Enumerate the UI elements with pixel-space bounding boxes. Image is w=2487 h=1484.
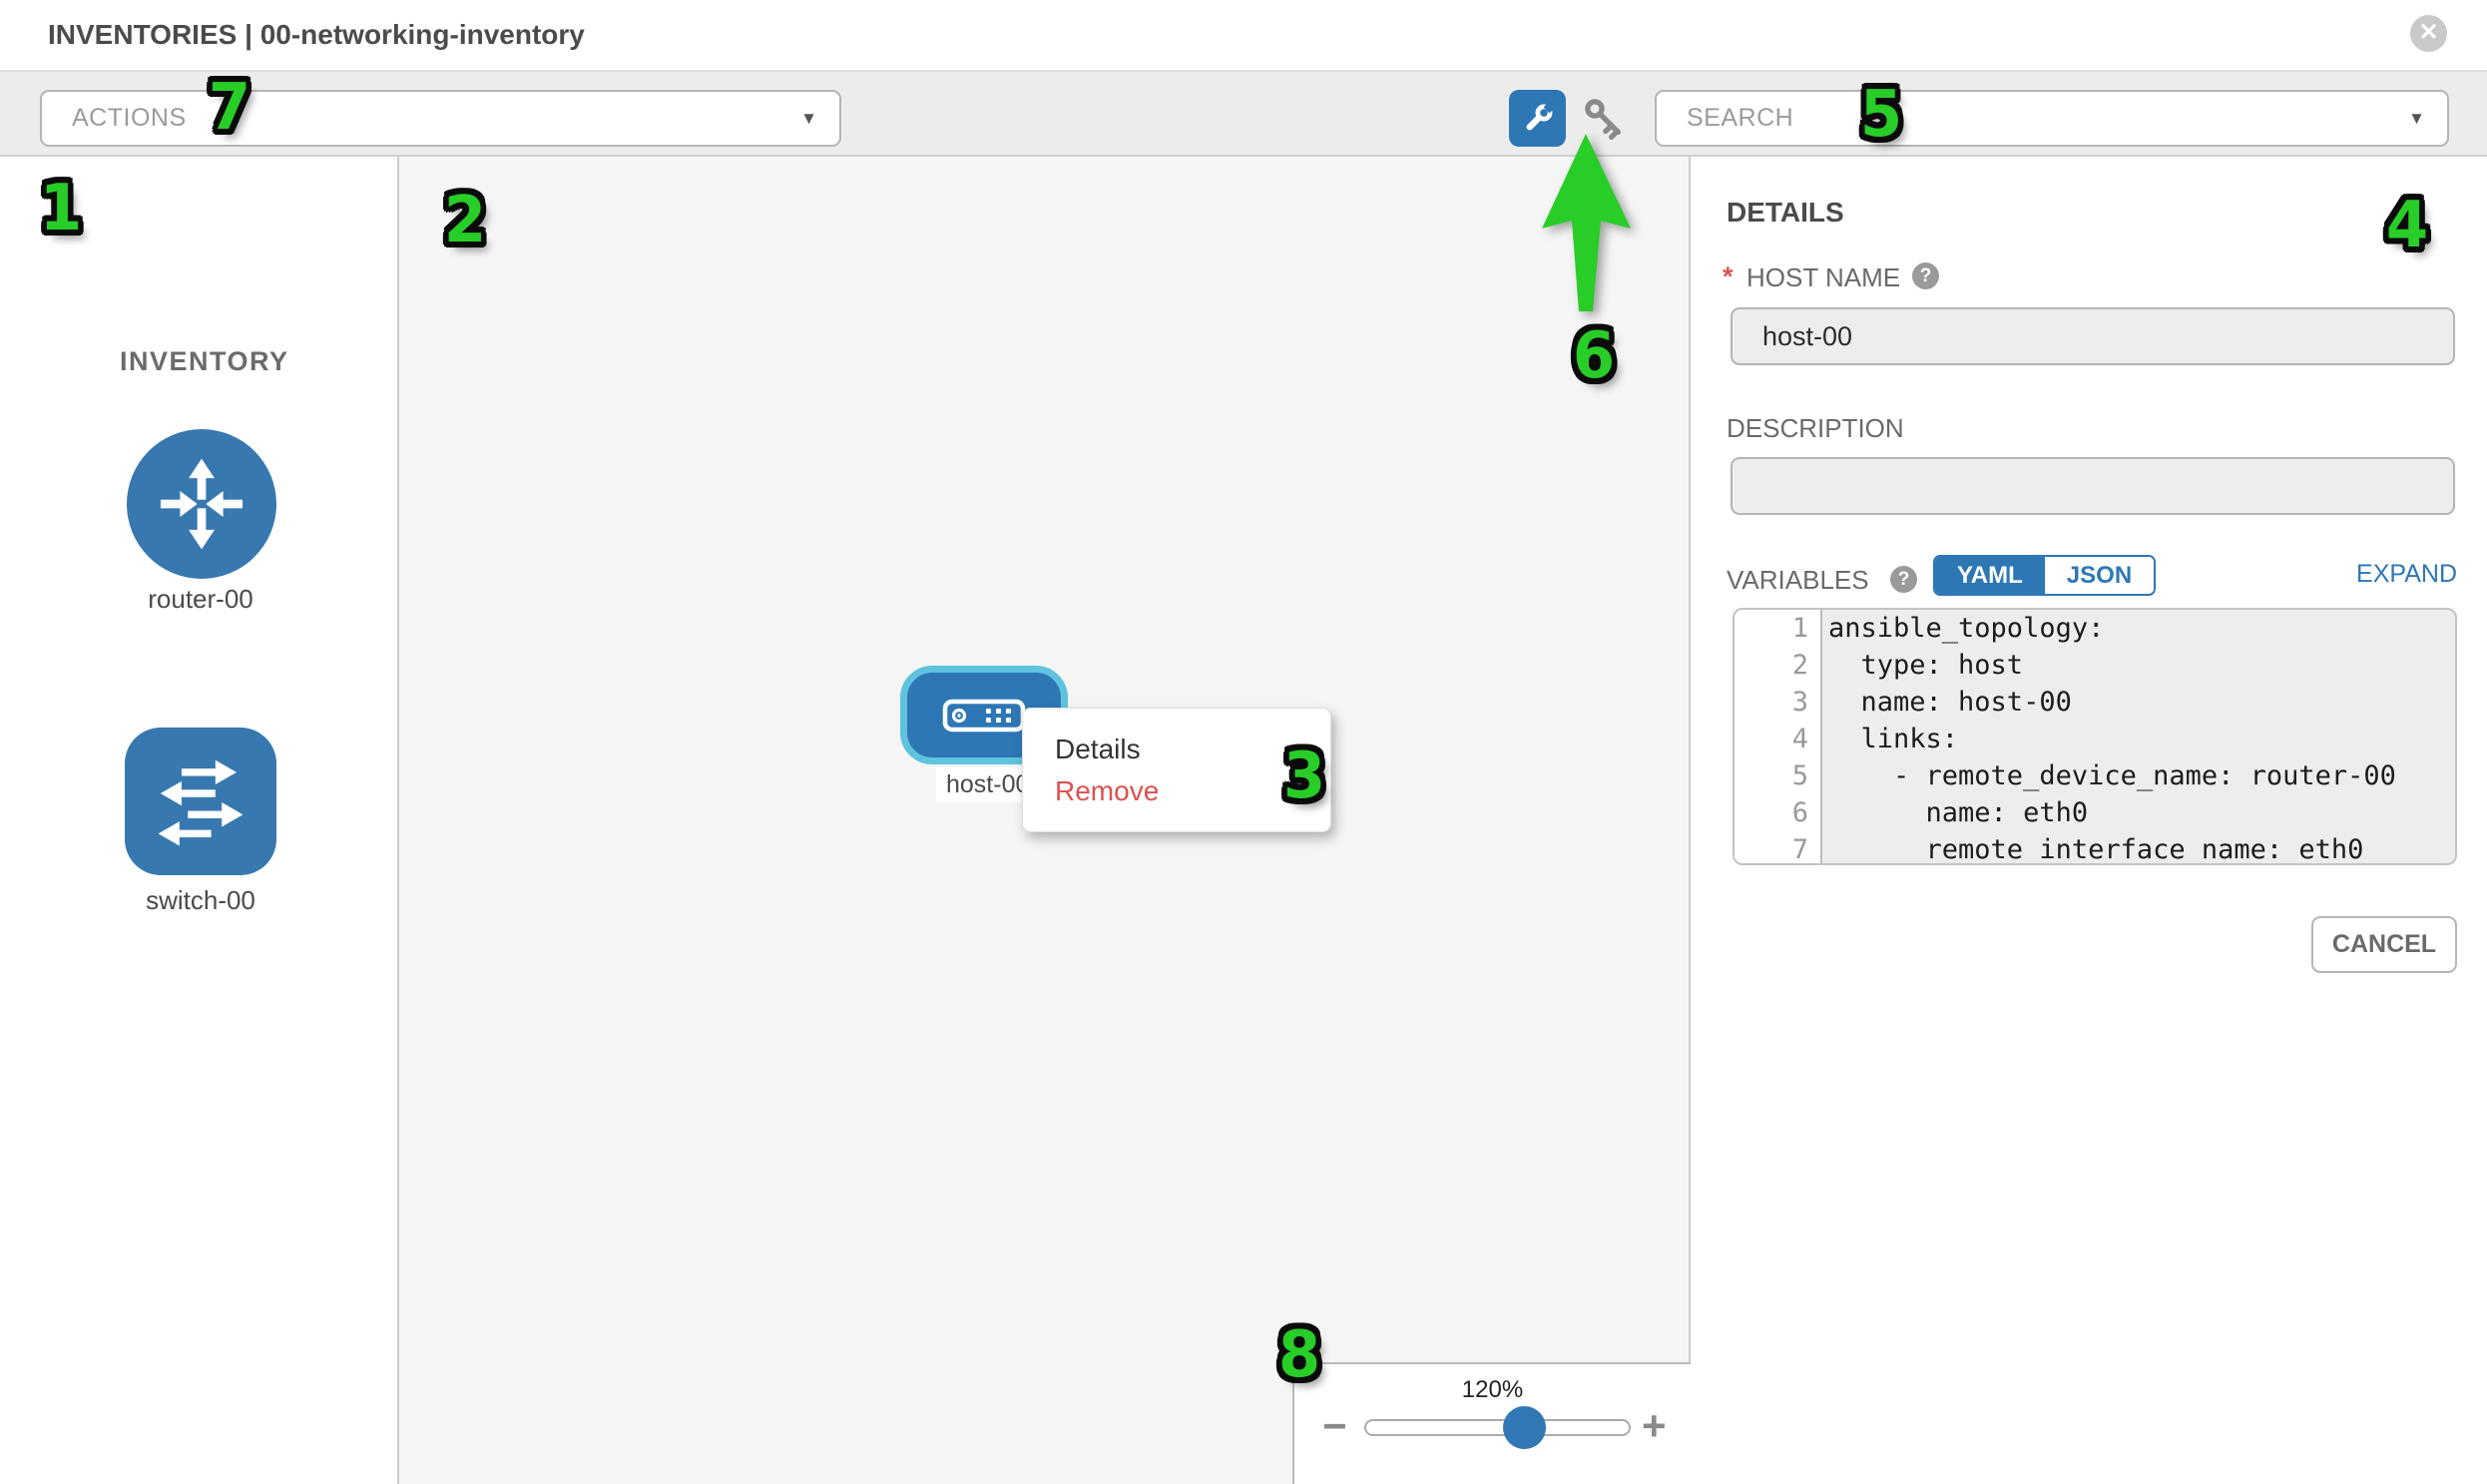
toolbar: ACTIONS ▼ — [0, 70, 2487, 157]
line-number: 7 — [1735, 831, 1822, 863]
line-code: remote_interface_name: eth0 — [1828, 834, 2364, 865]
device-router-00[interactable] — [127, 429, 276, 579]
zoom-out-button[interactable]: − — [1322, 1402, 1347, 1449]
zoom-control-panel: 120% − + — [1292, 1362, 1691, 1484]
line-number: 2 — [1735, 647, 1822, 684]
search-dropdown[interactable]: SEARCH ▼ — [1655, 90, 2449, 147]
key-button[interactable] — [1579, 93, 1631, 145]
header: INVENTORIES | 00-networking-inventory ✕ — [0, 0, 2487, 70]
wrench-icon — [1526, 101, 1555, 130]
code-line: 6 name: eth0 — [1735, 794, 2455, 831]
code-line: 7 remote_interface_name: eth0 — [1735, 831, 2455, 865]
annotation-2: 2 — [443, 184, 487, 257]
cancel-button[interactable]: CANCEL — [2311, 916, 2457, 973]
line-code: name: host-00 — [1828, 687, 2072, 718]
actions-dropdown[interactable]: ACTIONS ▼ — [40, 90, 841, 147]
code-line: 1 ansible_topology: — [1735, 610, 2455, 647]
line-code: links: — [1828, 724, 1959, 754]
help-icon[interactable]: ? — [1890, 566, 1917, 593]
line-code: name: eth0 — [1828, 797, 2089, 828]
zoom-level-readout: 120% — [1461, 1376, 1524, 1403]
required-asterisk: * — [1723, 261, 1734, 291]
context-menu: Details Remove — [1022, 708, 1331, 832]
annotation-8: 8 — [1277, 1318, 1321, 1392]
host-icon — [942, 699, 1026, 732]
topology-canvas[interactable]: host-00 Details Remove 120% − + — [397, 157, 1691, 1484]
chevron-down-icon: ▼ — [800, 108, 817, 128]
details-panel-title: DETAILS — [1727, 197, 1844, 228]
annotation-arrow-up-icon — [1542, 134, 1631, 311]
inventory-panel: INVENTORY router-00 — [0, 157, 397, 1484]
switch-icon — [158, 759, 244, 846]
context-menu-item-details[interactable]: Details — [1055, 733, 1141, 764]
line-number: 4 — [1735, 721, 1822, 757]
zoom-in-button[interactable]: + — [1642, 1402, 1667, 1449]
device-label: switch-00 — [146, 885, 255, 915]
description-label: DESCRIPTION — [1727, 413, 1904, 443]
wrench-button[interactable] — [1509, 90, 1566, 147]
json-toggle-button[interactable]: JSON — [2044, 557, 2155, 594]
actions-dropdown-placeholder: ACTIONS — [72, 104, 187, 132]
code-line: 3 name: host-00 — [1735, 684, 2455, 721]
annotation-4: 4 — [2385, 189, 2429, 262]
key-icon — [1585, 99, 1622, 141]
yaml-toggle-button[interactable]: YAML — [1935, 557, 2045, 594]
code-line: 5 - remote_device_name: router-00 — [1735, 757, 2455, 794]
router-icon — [160, 458, 244, 550]
expand-link[interactable]: EXPAND — [2356, 560, 2457, 588]
code-line: 4 links: — [1735, 721, 2455, 757]
host-name-label: HOST NAME — [1746, 262, 1901, 292]
zoom-slider-thumb[interactable] — [1503, 1406, 1546, 1449]
line-number: 1 — [1735, 610, 1822, 647]
annotation-5: 5 — [1859, 78, 1903, 152]
line-code: type: host — [1828, 650, 2024, 681]
line-code: ansible_topology: — [1828, 613, 2105, 644]
variables-code-editor[interactable]: 1 ansible_topology: 2 type: host 3 name:… — [1733, 608, 2457, 865]
variables-label: VARIABLES — [1727, 565, 1869, 595]
device-switch-00[interactable] — [125, 728, 276, 875]
inventory-panel-title: INVENTORY — [120, 346, 289, 376]
help-icon[interactable]: ? — [1912, 262, 1939, 289]
description-input[interactable] — [1731, 457, 2455, 515]
zoom-slider-track[interactable] — [1364, 1419, 1631, 1436]
line-number: 6 — [1735, 794, 1822, 831]
page-title: INVENTORIES | 00-networking-inventory — [48, 19, 585, 50]
code-line: 2 type: host — [1735, 647, 2455, 684]
close-icon[interactable]: ✕ — [2410, 15, 2447, 52]
variables-format-toggle: YAML JSON — [1933, 555, 2157, 596]
host-name-input[interactable] — [1731, 307, 2455, 365]
device-label: router-00 — [148, 584, 253, 614]
annotation-3: 3 — [1282, 740, 1326, 813]
annotation-6: 6 — [1572, 319, 1616, 393]
details-panel: DETAILS * HOST NAME ? DESCRIPTION VARIAB… — [1691, 157, 2487, 1484]
chevron-down-icon: ▼ — [2408, 108, 2425, 128]
annotation-1: 1 — [39, 172, 83, 246]
context-menu-item-remove[interactable]: Remove — [1055, 774, 1160, 806]
line-number: 3 — [1735, 684, 1822, 721]
annotation-7: 7 — [208, 71, 251, 145]
line-code: - remote_device_name: router-00 — [1828, 760, 2396, 791]
search-dropdown-placeholder: SEARCH — [1687, 104, 1794, 132]
line-number: 5 — [1735, 757, 1822, 794]
